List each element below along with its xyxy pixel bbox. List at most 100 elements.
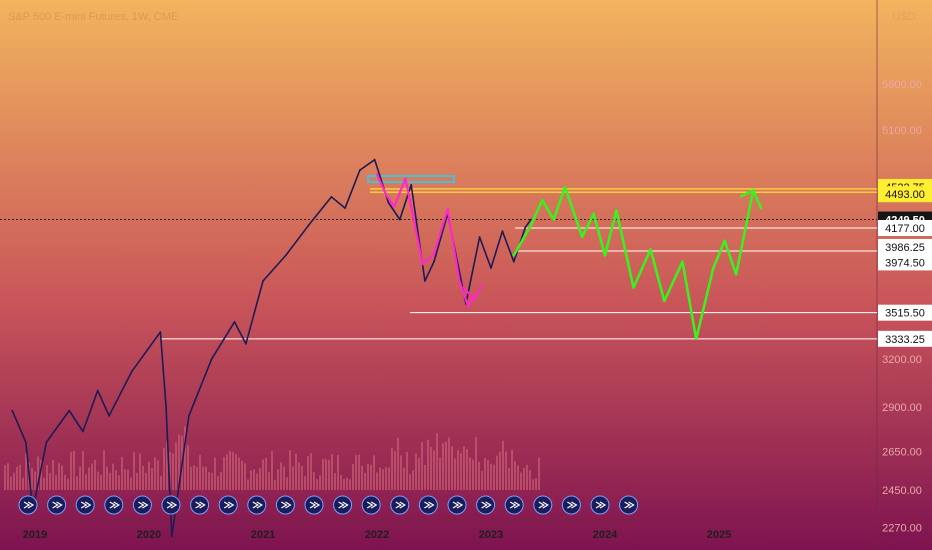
projection-arrow-head (739, 188, 763, 210)
event-icon[interactable] (504, 495, 524, 515)
volume-bar (214, 457, 216, 490)
volume-bar (277, 469, 279, 490)
volume-bar (334, 473, 336, 490)
y-axis-ticks: 5600.00 5100.00 3200.00 2900.00 2650.00 2450.… (882, 79, 922, 535)
volume-bar (73, 450, 75, 490)
event-icon[interactable] (18, 495, 38, 515)
price-series-point (530, 218, 532, 221)
projection-point (530, 224, 532, 227)
event-icon[interactable] (104, 495, 124, 515)
volume-bar (55, 475, 57, 490)
volume-bar (88, 467, 90, 490)
event-icon[interactable] (161, 495, 181, 515)
level-tag-label: 3986.25 (885, 242, 925, 254)
event-icon[interactable] (619, 495, 639, 515)
event-icon[interactable] (75, 495, 95, 515)
event-icon-glyph (166, 501, 178, 509)
blue-box-marker[interactable] (367, 175, 455, 183)
event-icon[interactable] (447, 495, 467, 515)
volume-bar (178, 434, 180, 490)
event-icon-glyph (223, 501, 235, 509)
level-tag: 3974.50 (878, 254, 932, 271)
volume-bar (223, 457, 225, 490)
x-axis-ticks: 2019 2020 2021 2022 2023 2024 2025 (23, 529, 731, 541)
price-series-point (210, 358, 213, 360)
event-icon[interactable] (275, 495, 295, 515)
pink-path-point (421, 263, 424, 266)
volume-bar (415, 453, 417, 490)
volume-bar (499, 451, 501, 490)
series-layer (11, 158, 763, 538)
projection-line (512, 185, 755, 341)
price-series-point (490, 267, 492, 269)
volume-bar (163, 448, 165, 490)
volume-bar (388, 467, 390, 490)
volume-bar (373, 455, 375, 490)
price-series-point (45, 441, 48, 444)
volume-bar (112, 463, 114, 490)
volume-bar (478, 461, 480, 490)
event-icon[interactable] (390, 495, 410, 515)
price-series-point (398, 218, 401, 221)
volume-bar (280, 462, 282, 490)
volume-bar (391, 448, 393, 490)
volume-bar (406, 451, 408, 490)
x-tick-label: 2020 (137, 529, 161, 541)
volume-bar (94, 459, 96, 490)
volume-bar (445, 441, 447, 490)
event-icon[interactable] (361, 495, 381, 515)
event-icon[interactable] (561, 495, 581, 515)
volume-bar (409, 474, 411, 490)
x-tick-label: 2023 (479, 529, 503, 541)
event-icon[interactable] (304, 495, 324, 515)
price-series-point (131, 370, 133, 373)
event-icon[interactable] (247, 495, 267, 515)
price-series-point (11, 409, 14, 412)
price-series-point (512, 260, 515, 263)
volume-bar (187, 445, 189, 490)
volume-bar (337, 455, 339, 490)
event-icon[interactable] (533, 495, 553, 515)
volume-bar (58, 463, 60, 490)
volume-bar (169, 452, 171, 490)
event-icon-glyph (195, 501, 206, 509)
y-tick-label: 3200.00 (882, 354, 922, 366)
pink-arrow-head (462, 284, 483, 302)
volume-bar (43, 477, 45, 490)
event-icon-glyph (595, 501, 607, 509)
event-icon[interactable] (190, 495, 210, 515)
volume-bar (298, 462, 300, 490)
volume-bar (331, 453, 333, 490)
volume-bar (40, 460, 42, 490)
volume-bar (340, 474, 342, 490)
volume-bar (517, 465, 519, 490)
volume-bar (151, 467, 153, 490)
price-series-point (82, 430, 84, 433)
level-tag: 4177.00 (878, 220, 932, 236)
volume-bar (523, 467, 525, 490)
volume-bar (364, 472, 366, 490)
volume-bar (535, 478, 537, 490)
event-icon[interactable] (218, 495, 238, 515)
volume-bar (376, 472, 378, 490)
event-icon[interactable] (333, 495, 353, 515)
event-icon-glyph (80, 501, 92, 509)
event-icon[interactable] (132, 495, 152, 515)
volume-bar (64, 474, 66, 490)
event-icon[interactable] (47, 495, 67, 515)
volume-bar (172, 453, 174, 490)
event-icon[interactable] (476, 495, 496, 515)
volume-bar (25, 453, 27, 490)
projection-point (541, 199, 544, 202)
level-tag-box (878, 304, 932, 321)
volume-bar (355, 455, 357, 490)
volume-bar (133, 452, 135, 490)
volume-bar (127, 469, 129, 490)
event-icon[interactable] (418, 495, 438, 515)
event-icon[interactable] (590, 495, 610, 515)
volume-bar (70, 451, 72, 490)
x-tick-label: 2022 (365, 529, 389, 541)
level-tag: 3333.25 (878, 330, 932, 347)
volume-bar (37, 456, 39, 490)
